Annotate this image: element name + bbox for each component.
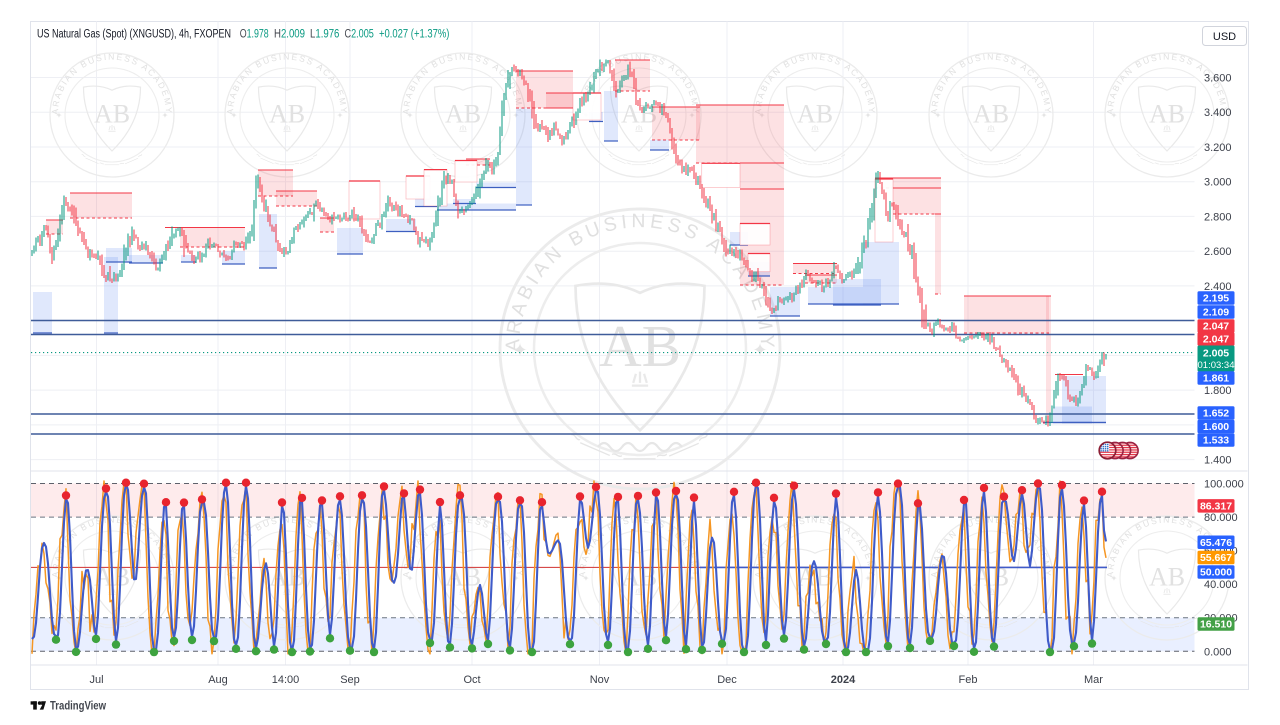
svg-text:✦: ✦ bbox=[1111, 111, 1118, 120]
svg-text:AB: AB bbox=[269, 100, 305, 129]
svg-text:✦: ✦ bbox=[407, 111, 414, 120]
svg-text:✦: ✦ bbox=[935, 111, 942, 120]
svg-text:+0.027 (+1.37%): +0.027 (+1.37%) bbox=[379, 29, 450, 41]
svg-text:✦: ✦ bbox=[231, 111, 238, 120]
svg-text:✦: ✦ bbox=[337, 111, 344, 120]
svg-text:86.317: 86.317 bbox=[1200, 501, 1232, 513]
svg-text:Aug: Aug bbox=[208, 674, 228, 686]
svg-text:US Natural Gas (Spot) (XNGUSD): US Natural Gas (Spot) (XNGUSD), 4h, FXOP… bbox=[37, 29, 231, 41]
svg-text:✦: ✦ bbox=[1041, 111, 1048, 120]
svg-text:3.600: 3.600 bbox=[1204, 73, 1232, 85]
svg-text:✦: ✦ bbox=[407, 574, 414, 583]
svg-text:✦: ✦ bbox=[162, 574, 169, 583]
svg-text:Feb: Feb bbox=[959, 674, 978, 686]
svg-text:3.400: 3.400 bbox=[1204, 107, 1232, 119]
svg-text:50.000: 50.000 bbox=[1200, 567, 1232, 579]
svg-text:AB: AB bbox=[599, 313, 681, 379]
svg-text:3.200: 3.200 bbox=[1204, 142, 1232, 154]
svg-text:✦: ✦ bbox=[689, 111, 696, 120]
svg-text:80.000: 80.000 bbox=[1204, 512, 1238, 524]
svg-text:✦: ✦ bbox=[56, 111, 63, 120]
svg-text:0.000: 0.000 bbox=[1204, 646, 1232, 658]
svg-text:Jul: Jul bbox=[89, 674, 103, 686]
svg-text:✦: ✦ bbox=[513, 111, 520, 120]
svg-text:2.600: 2.600 bbox=[1204, 246, 1232, 258]
svg-text:AB: AB bbox=[94, 100, 130, 129]
svg-text:1.800: 1.800 bbox=[1204, 385, 1232, 397]
svg-text:14:00: 14:00 bbox=[272, 674, 300, 686]
svg-text:2.047: 2.047 bbox=[1203, 321, 1229, 333]
svg-text:✦: ✦ bbox=[1111, 574, 1118, 583]
svg-text:AB: AB bbox=[621, 100, 657, 129]
svg-text:2.195: 2.195 bbox=[1203, 293, 1229, 305]
svg-text:USD: USD bbox=[1213, 31, 1236, 43]
svg-text:✦: ✦ bbox=[512, 340, 527, 360]
svg-text:✦: ✦ bbox=[162, 111, 169, 120]
svg-text:✦: ✦ bbox=[759, 111, 766, 120]
svg-text:100.000: 100.000 bbox=[1204, 479, 1244, 491]
svg-text:40.000: 40.000 bbox=[1204, 579, 1238, 591]
svg-text:Dec: Dec bbox=[717, 674, 737, 686]
svg-text:Sep: Sep bbox=[340, 674, 360, 686]
svg-text:1.600: 1.600 bbox=[1203, 421, 1229, 433]
svg-text:✦: ✦ bbox=[231, 574, 238, 583]
svg-text:Oct: Oct bbox=[463, 674, 480, 686]
svg-text:65.476: 65.476 bbox=[1200, 537, 1232, 549]
svg-text:55.667: 55.667 bbox=[1200, 552, 1232, 564]
svg-text:2.047: 2.047 bbox=[1203, 334, 1229, 346]
svg-text:C2.005: C2.005 bbox=[345, 29, 374, 41]
svg-text:✦: ✦ bbox=[583, 574, 590, 583]
svg-text:✦: ✦ bbox=[337, 574, 344, 583]
svg-text:01:03:34: 01:03:34 bbox=[1198, 360, 1235, 371]
svg-text:2024: 2024 bbox=[831, 674, 856, 686]
svg-text:3.000: 3.000 bbox=[1204, 177, 1232, 189]
svg-text:AB: AB bbox=[797, 100, 833, 129]
svg-text:O1.978: O1.978 bbox=[240, 29, 269, 41]
svg-text:✦: ✦ bbox=[752, 340, 767, 360]
svg-text:1.400: 1.400 bbox=[1204, 455, 1232, 467]
svg-text:2.005: 2.005 bbox=[1203, 348, 1229, 360]
svg-text:2.800: 2.800 bbox=[1204, 211, 1232, 223]
svg-text:Nov: Nov bbox=[590, 674, 610, 686]
svg-text:✦: ✦ bbox=[689, 574, 696, 583]
svg-text:AB: AB bbox=[445, 100, 481, 129]
svg-text:1.861: 1.861 bbox=[1203, 373, 1229, 385]
svg-text:TradingView: TradingView bbox=[50, 699, 107, 713]
svg-text:✦: ✦ bbox=[865, 574, 872, 583]
svg-text:16.510: 16.510 bbox=[1200, 619, 1232, 631]
svg-text:2.109: 2.109 bbox=[1203, 307, 1229, 319]
svg-text:AB: AB bbox=[973, 100, 1009, 129]
svg-text:1.533: 1.533 bbox=[1203, 435, 1229, 447]
svg-text:L1.976: L1.976 bbox=[310, 29, 339, 41]
svg-text:Mar: Mar bbox=[1084, 674, 1103, 686]
svg-text:AB: AB bbox=[1149, 563, 1185, 592]
svg-text:✦: ✦ bbox=[865, 111, 872, 120]
svg-text:H2.009: H2.009 bbox=[274, 29, 305, 41]
svg-text:✦: ✦ bbox=[1217, 111, 1224, 120]
svg-text:1.652: 1.652 bbox=[1203, 408, 1229, 420]
svg-text:✦: ✦ bbox=[513, 574, 520, 583]
svg-text:2.400: 2.400 bbox=[1204, 281, 1232, 293]
svg-text:AB: AB bbox=[1149, 100, 1185, 129]
